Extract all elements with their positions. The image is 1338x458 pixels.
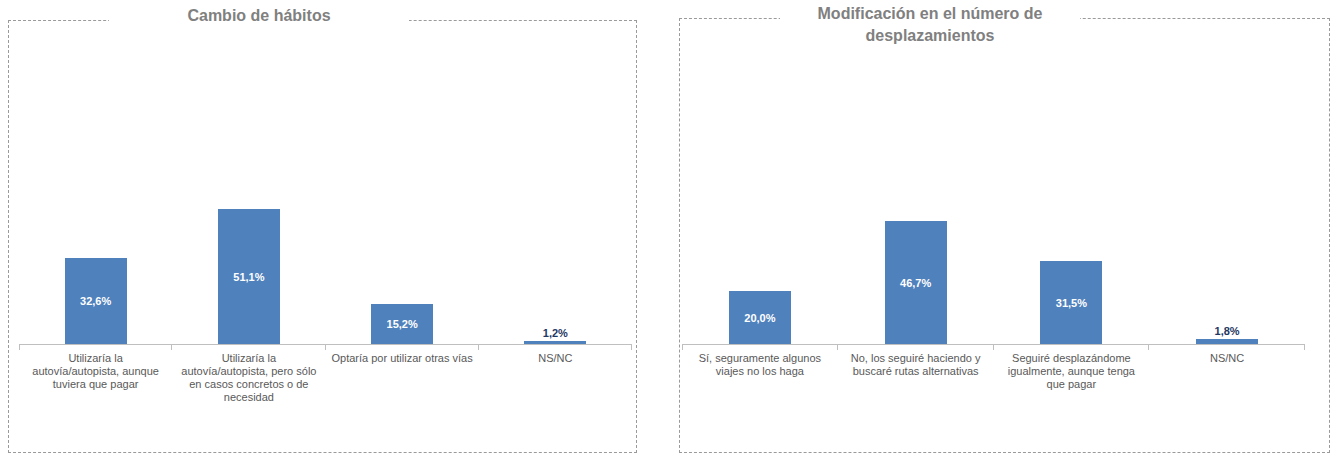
bar: 31,5% xyxy=(1040,261,1102,344)
value-label: 51,1% xyxy=(233,271,264,283)
x-axis-category-label: Utilizaría la autovía/autopista, aunque … xyxy=(19,352,172,404)
plot-area: 20,0% 46,7% 31,5% 1,8% xyxy=(682,71,1305,345)
value-label: 1,8% xyxy=(1149,325,1305,337)
x-axis-labels: Utilizaría la autovía/autopista, aunque … xyxy=(19,352,632,404)
bar xyxy=(524,341,586,344)
x-axis-category-label: Seguiré desplazándome igualmente, aunque… xyxy=(994,352,1150,391)
value-label: 46,7% xyxy=(900,277,931,289)
category-cell: 1,2% xyxy=(479,71,632,344)
category-cell: 31,5% xyxy=(994,71,1150,344)
dashboard-canvas: { "chart_data": [ { "type": "bar", "titl… xyxy=(0,0,1338,458)
category-cell: 15,2% xyxy=(326,71,479,344)
chart-panel-modificacion-desplazamientos: Modificación en el número de desplazamie… xyxy=(679,18,1330,453)
category-cell: 1,8% xyxy=(1149,71,1305,344)
category-cell: 51,1% xyxy=(172,71,325,344)
chart-title: Cambio de hábitos xyxy=(109,5,409,27)
plot-area: 32,6% 51,1% 15,2% 1,2% xyxy=(19,71,632,345)
x-axis-category-label: NS/NC xyxy=(479,352,632,404)
x-axis-category-label: Utilizaría la autovía/autopista, pero só… xyxy=(172,352,325,404)
value-label: 15,2% xyxy=(387,318,418,330)
x-axis-category-label: Optaría por utilizar otras vías xyxy=(326,352,479,404)
bar: 20,0% xyxy=(729,291,791,344)
chart-panel-cambio-de-habitos: Cambio de hábitos 32,6%51,1%15,2%1,2% Ut… xyxy=(8,20,637,453)
bar: 46,7% xyxy=(885,221,947,344)
category-cell: 20,0% xyxy=(682,71,838,344)
x-axis-category-label: Sí, seguramente algunos viajes no los ha… xyxy=(682,352,838,391)
value-label: 32,6% xyxy=(80,295,111,307)
chart-title: Modificación en el número de desplazamie… xyxy=(780,3,1080,47)
bar: 32,6% xyxy=(65,258,127,344)
x-axis-category-label: No, los seguiré haciendo y buscaré rutas… xyxy=(838,352,994,391)
x-axis-category-label: NS/NC xyxy=(1149,352,1305,391)
value-label: 31,5% xyxy=(1056,297,1087,309)
category-cell: 46,7% xyxy=(838,71,994,344)
value-label: 20,0% xyxy=(744,312,775,324)
bar: 15,2% xyxy=(371,304,433,344)
x-axis-labels: Sí, seguramente algunos viajes no los ha… xyxy=(682,352,1305,391)
value-label: 1,2% xyxy=(479,327,632,339)
bar xyxy=(1196,339,1258,344)
category-cell: 32,6% xyxy=(19,71,172,344)
bar: 51,1% xyxy=(218,209,280,344)
